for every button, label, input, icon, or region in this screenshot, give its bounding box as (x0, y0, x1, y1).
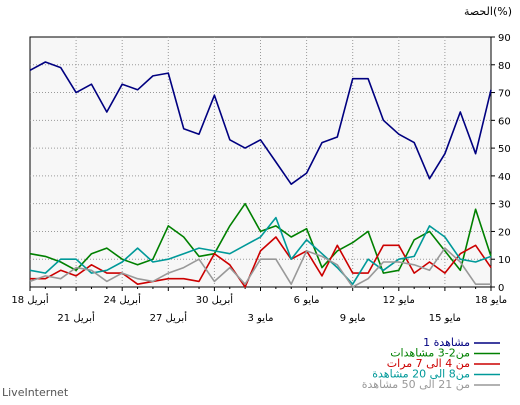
legend-label: من 21 الى 50 مشاهدة (362, 378, 470, 391)
x-tick-label: 18 مايو (475, 295, 507, 306)
series-line-5 (29, 247, 491, 288)
legend-label: 1 مشاهدة (423, 336, 470, 349)
x-tick-label: 15 مايو (429, 313, 461, 324)
y-tick-label: 0 (498, 283, 504, 294)
y-tick-label: 10 (498, 255, 511, 266)
grid-lines (30, 37, 491, 287)
y-tick-label: 40 (498, 172, 511, 183)
x-tick-label: 6 مايو (294, 295, 320, 306)
y-tick-label: 80 (498, 61, 511, 72)
x-tick-label: 30 أبريل (196, 293, 234, 306)
legend-label: من 4 الى 7 مرات (387, 357, 470, 370)
x-tick-label: 24 أبريل (104, 293, 142, 306)
x-tick-label: 27 أبريل (150, 311, 188, 324)
x-tick-label: 18 أبريل (11, 293, 49, 306)
plot-area (29, 36, 492, 288)
y-tick-label: 70 (498, 89, 511, 100)
x-tick-label: 3 مايو (248, 313, 274, 324)
y-tick-label: 60 (498, 116, 511, 127)
y-tick-label: 30 (498, 200, 511, 211)
y-tick-label: 90 (498, 33, 511, 44)
legend-label: من8 الى 20 مشاهدة (372, 368, 470, 381)
series-line-3 (30, 236, 492, 288)
y-tick-label: 20 (498, 227, 511, 238)
y-tick-label: 50 (498, 144, 511, 155)
series-lines (29, 61, 492, 288)
series-line-1 (29, 61, 492, 185)
y-axis: 0 10 20 30 40 50 60 70 80 90 (491, 33, 511, 294)
x-tick-label: 21 أبريل (57, 311, 95, 324)
y-axis-title: الحصة(%) (464, 5, 512, 18)
x-tick-label: 9 مايو (340, 313, 366, 324)
x-axis: 18 مايو 12 مايو 6 مايو 30 أبريل 24 أبريل 18 أ… (11, 287, 507, 324)
brand-label: LiveInternet (2, 386, 69, 399)
series-line-2 (29, 202, 492, 274)
legend-label: من2-3 مشاهدات (390, 347, 470, 360)
series-line-4 (29, 216, 492, 286)
x-tick-label: 12 مايو (383, 295, 415, 306)
